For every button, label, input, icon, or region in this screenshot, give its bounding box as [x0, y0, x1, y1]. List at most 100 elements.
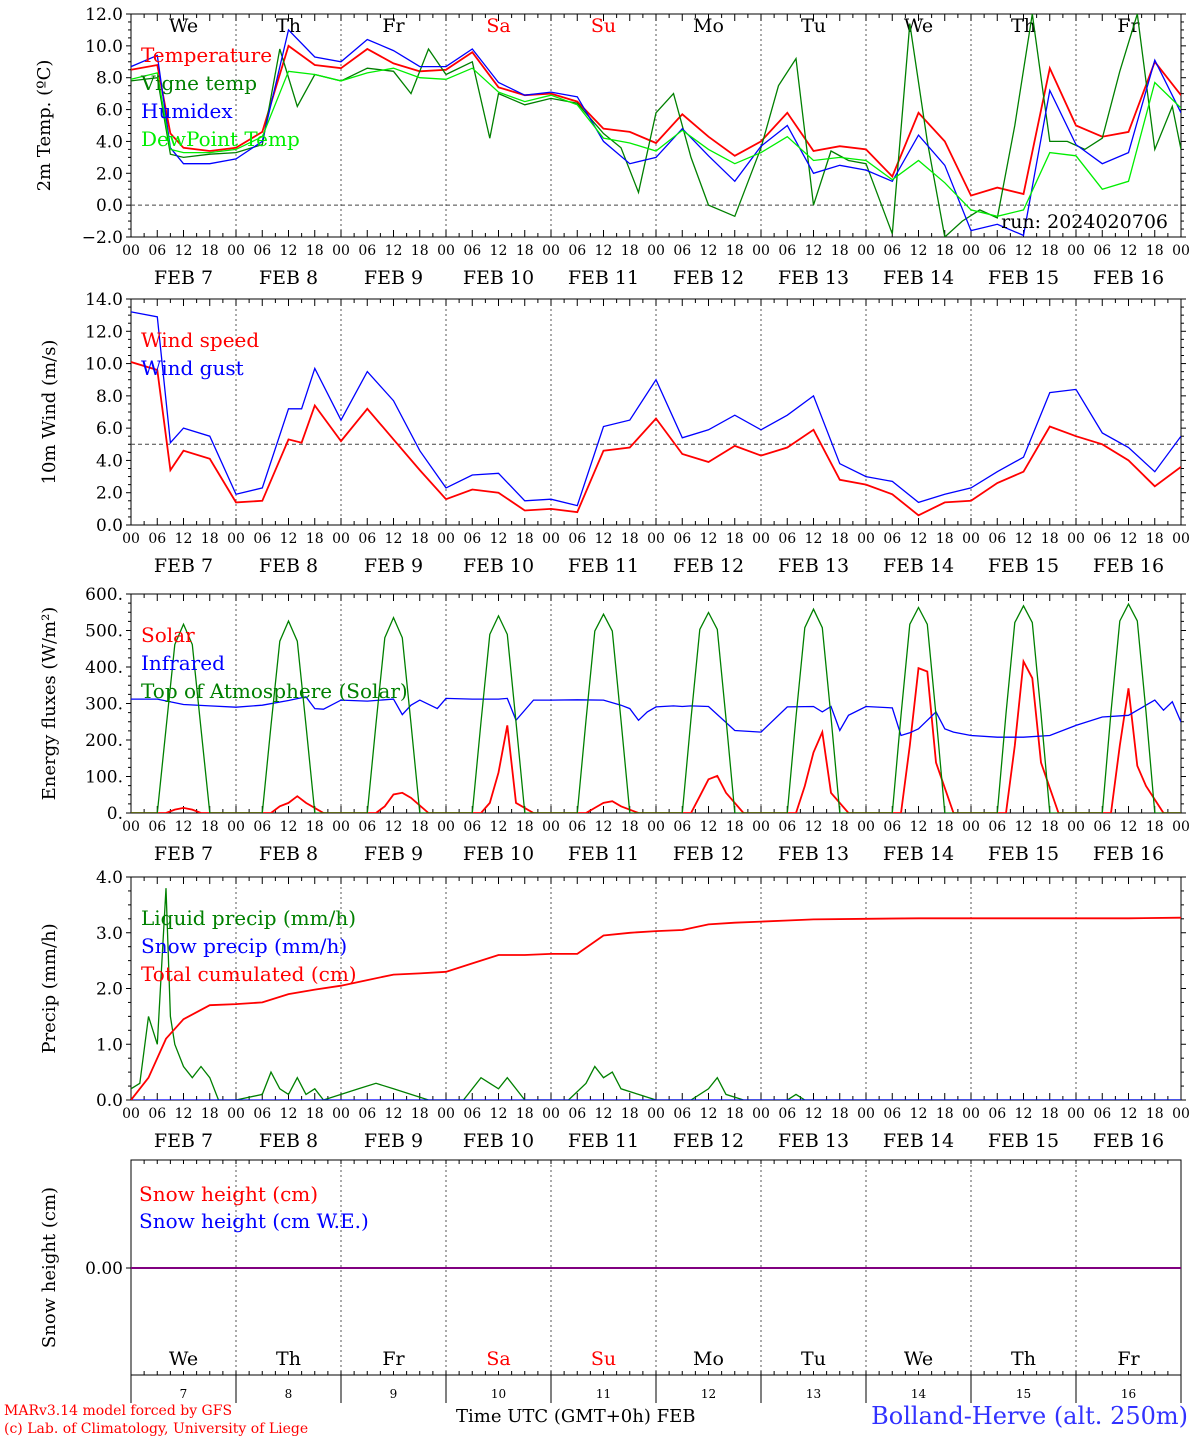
hour-tick-label: 18 — [1041, 819, 1059, 835]
date-label: FEB 11 — [568, 267, 639, 289]
hour-tick-label: 00 — [962, 819, 980, 835]
weekday-label: Tu — [801, 15, 826, 37]
hour-tick-label: 18 — [516, 243, 534, 259]
y-tick-label: 500. — [85, 622, 123, 642]
y-tick-label: 0.00 — [85, 1259, 123, 1279]
weekday-label: Fr — [382, 1348, 405, 1370]
y-tick-label: 10.0 — [85, 37, 123, 57]
hour-tick-label: 00 — [752, 1106, 770, 1122]
date-label: FEB 16 — [1093, 555, 1164, 577]
date-label: FEB 15 — [988, 267, 1059, 289]
hour-tick-label: 12 — [385, 1106, 403, 1122]
hour-tick-label: 00 — [437, 819, 455, 835]
day-number-label: 12 — [701, 1387, 716, 1401]
hour-tick-label: 12 — [1015, 243, 1033, 259]
date-label: FEB 10 — [463, 267, 534, 289]
date-label: FEB 8 — [259, 555, 318, 577]
date-label: FEB 7 — [154, 843, 213, 865]
run-label: run: 2024020706 — [1001, 211, 1168, 233]
hour-tick-label: 06 — [1093, 243, 1111, 259]
hour-tick-label: 18 — [201, 819, 219, 835]
y-tick-label: 6.0 — [96, 101, 123, 121]
hour-tick-label: 12 — [175, 1106, 193, 1122]
hour-tick-label: 06 — [673, 531, 691, 547]
hour-tick-label: 18 — [1041, 243, 1059, 259]
hour-tick-label: 12 — [280, 531, 298, 547]
hour-tick-label: 00 — [437, 531, 455, 547]
date-label: FEB 13 — [778, 267, 849, 289]
y-tick-label: 600. — [85, 585, 123, 605]
y-axis-label: Precip (mm/h) — [39, 923, 60, 1053]
y-tick-label: 14.0 — [85, 290, 123, 310]
hour-tick-label: 00 — [122, 531, 140, 547]
hour-tick-label: 18 — [1041, 531, 1059, 547]
hour-tick-label: 06 — [463, 1106, 481, 1122]
weekday-label: We — [169, 1348, 198, 1370]
hour-tick-label: 18 — [411, 1106, 429, 1122]
hour-tick-label: 12 — [385, 243, 403, 259]
series-line-total-cumulated-cm- — [131, 916, 1181, 1100]
date-label: FEB 14 — [883, 843, 954, 865]
date-label: FEB 14 — [883, 555, 954, 577]
hour-tick-label: 00 — [752, 531, 770, 547]
hour-tick-label: 00 — [1067, 1106, 1085, 1122]
hour-tick-label: 18 — [621, 531, 639, 547]
hour-tick-label: 06 — [778, 1106, 796, 1122]
hour-tick-label: 18 — [1041, 1106, 1059, 1122]
hour-tick-label: 00 — [332, 819, 350, 835]
hour-tick-label: 06 — [148, 819, 166, 835]
hour-tick-label: 06 — [673, 243, 691, 259]
date-label: FEB 16 — [1093, 843, 1164, 865]
hour-tick-label: 18 — [936, 243, 954, 259]
hour-tick-label: 18 — [831, 1106, 849, 1122]
hour-tick-label: 00 — [227, 531, 245, 547]
hour-tick-label: 18 — [831, 531, 849, 547]
legend-entry: Snow precip (mm/h) — [141, 934, 347, 958]
series-line-dewpoint-temp — [131, 67, 1181, 217]
weekday-label: Tu — [801, 1348, 826, 1370]
legend-entry: DewPoint Temp — [141, 127, 300, 151]
hour-tick-label: 12 — [1015, 819, 1033, 835]
legend-entry: Total cumulated (cm) — [141, 962, 357, 986]
y-tick-label: 2.0 — [96, 980, 123, 1000]
hour-tick-label: 00 — [857, 531, 875, 547]
day-number-label: 13 — [806, 1387, 821, 1401]
plot-frame — [130, 298, 1182, 526]
hour-tick-label: 12 — [805, 531, 823, 547]
date-label: FEB 16 — [1093, 267, 1164, 289]
hour-tick-label: 00 — [962, 1106, 980, 1122]
hour-tick-label: 18 — [306, 819, 324, 835]
hour-tick-label: 06 — [673, 1106, 691, 1122]
hour-tick-label: 18 — [201, 243, 219, 259]
hour-tick-label: 18 — [306, 531, 324, 547]
hour-tick-label: 00 — [752, 243, 770, 259]
y-tick-label: 0.0 — [96, 1091, 123, 1111]
weekday-label: Fr — [1117, 15, 1140, 37]
hour-tick-label: 00 — [647, 531, 665, 547]
hour-tick-label: 12 — [910, 531, 928, 547]
hour-tick-label: 06 — [988, 1106, 1006, 1122]
hour-tick-label: 12 — [805, 1106, 823, 1122]
hour-tick-label: 06 — [988, 819, 1006, 835]
date-label: FEB 14 — [883, 267, 954, 289]
date-label: FEB 14 — [883, 1130, 954, 1152]
hour-tick-label: 00 — [647, 243, 665, 259]
hour-tick-label: 06 — [463, 531, 481, 547]
y-tick-label: 2.0 — [96, 164, 123, 184]
hour-tick-label: 00 — [542, 819, 560, 835]
hour-tick-label: 06 — [253, 819, 271, 835]
hour-tick-label: 06 — [883, 531, 901, 547]
y-axis-label: Energy fluxes (W/m²) — [39, 607, 60, 801]
series-line-wind-gust — [131, 311, 1181, 507]
hour-tick-label: 00 — [857, 819, 875, 835]
credit-line-2: (c) Lab. of Climatology, University of L… — [4, 1421, 309, 1437]
date-label: FEB 12 — [673, 843, 744, 865]
hour-tick-label: 18 — [411, 243, 429, 259]
date-label: FEB 11 — [568, 843, 639, 865]
y-tick-label: 3.0 — [96, 924, 123, 944]
y-tick-label: 200. — [85, 731, 123, 751]
hour-tick-label: 12 — [595, 531, 613, 547]
hour-tick-label: 00 — [1067, 531, 1085, 547]
hour-tick-label: 12 — [595, 1106, 613, 1122]
weekday-label: Su — [591, 1348, 616, 1370]
